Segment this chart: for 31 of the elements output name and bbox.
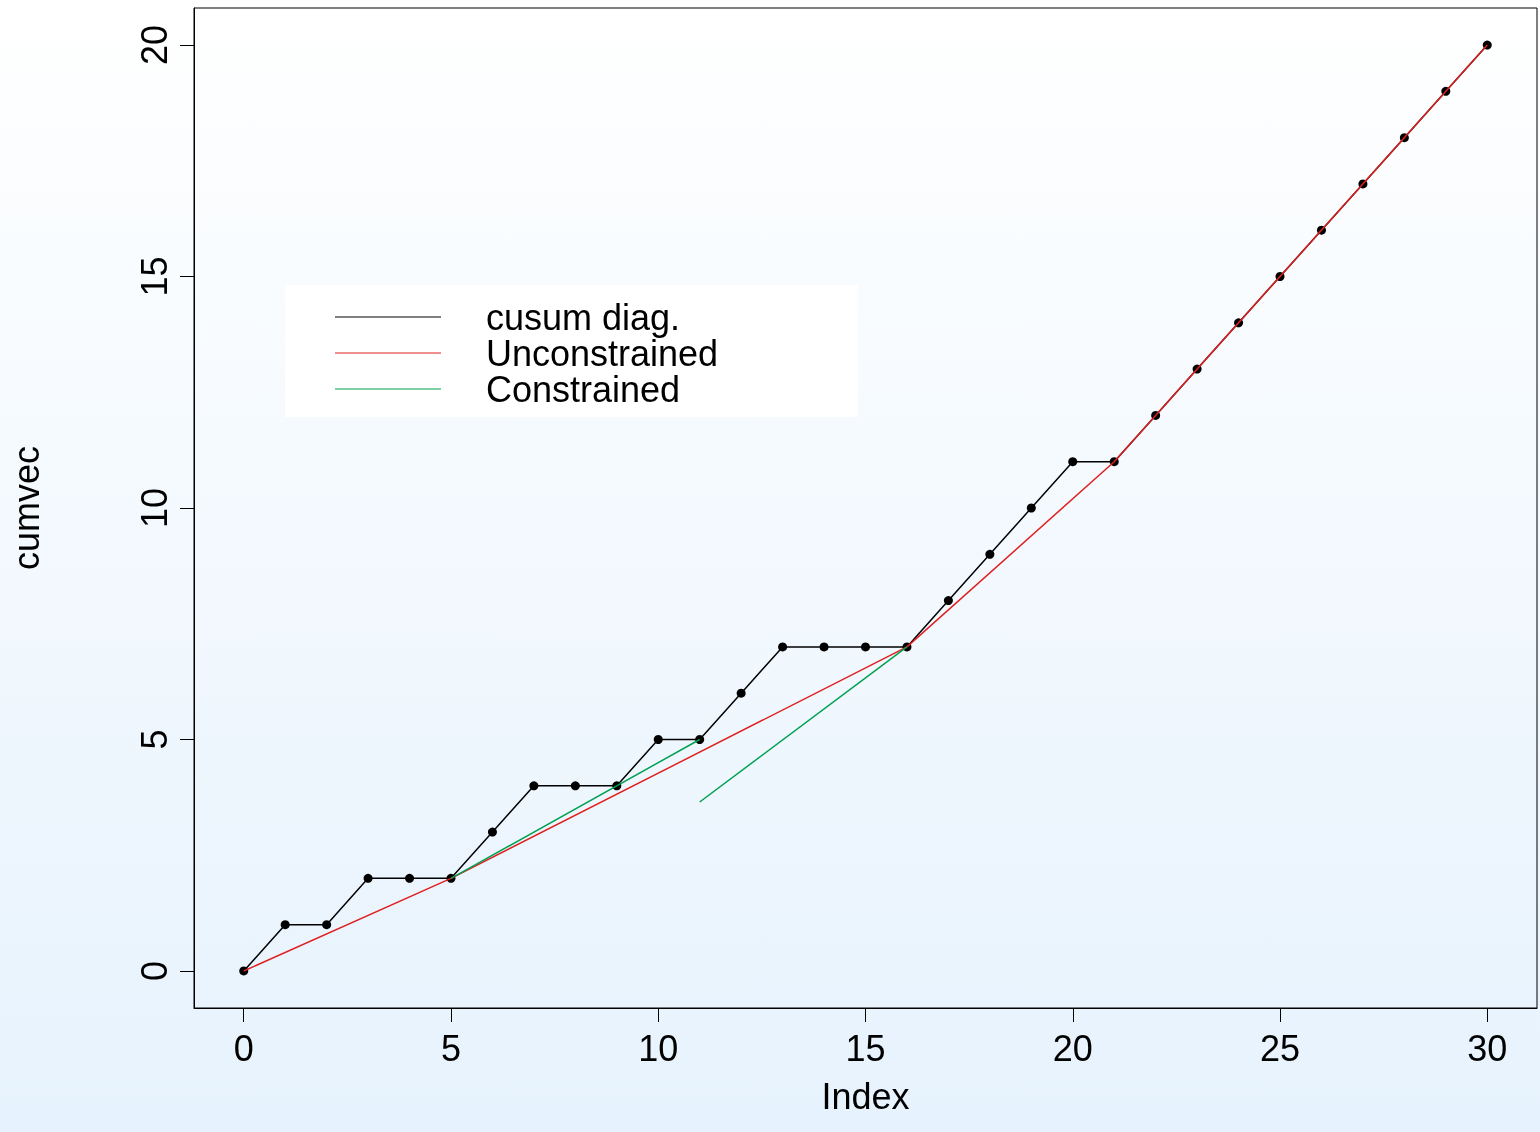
y-tick-label: 5 — [133, 729, 175, 750]
y-tick-label: 20 — [133, 25, 175, 66]
y-tick-label: 10 — [133, 487, 175, 529]
x-tick-label: 20 — [1052, 1027, 1093, 1069]
x-tick-label: 10 — [638, 1027, 679, 1069]
point — [736, 688, 746, 698]
x-tick-label: 25 — [1259, 1027, 1301, 1069]
point — [943, 596, 953, 606]
point — [280, 920, 290, 930]
x-tick-label: 15 — [845, 1027, 886, 1069]
point — [1068, 457, 1078, 467]
point — [570, 781, 580, 791]
x-tick-label: 0 — [233, 1027, 254, 1069]
point — [985, 549, 995, 559]
point — [778, 642, 788, 652]
point — [861, 642, 870, 652]
y-axis-title: cumvec — [5, 445, 47, 571]
point — [653, 734, 663, 744]
x-tick-label: 30 — [1467, 1027, 1508, 1069]
y-tick-label: 0 — [133, 960, 175, 981]
point — [529, 781, 539, 791]
point — [487, 827, 497, 837]
point — [1026, 503, 1036, 513]
point — [363, 873, 373, 883]
point — [819, 642, 829, 652]
x-axis-title: Index — [821, 1075, 910, 1117]
y-tick-label: 15 — [133, 256, 175, 297]
legend-label: Constrained — [486, 368, 681, 410]
point — [405, 873, 415, 883]
x-tick-label: 5 — [440, 1027, 462, 1069]
point — [322, 920, 332, 930]
